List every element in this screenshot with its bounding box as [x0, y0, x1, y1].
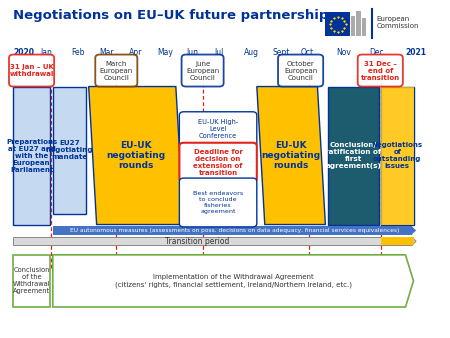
Text: 31 Jan – UK
withdrawal: 31 Jan – UK withdrawal [9, 64, 54, 77]
FancyBboxPatch shape [182, 54, 224, 87]
FancyBboxPatch shape [180, 143, 257, 182]
FancyBboxPatch shape [53, 87, 86, 214]
Text: EU-UK
negotiating
rounds: EU-UK negotiating rounds [261, 141, 321, 170]
Text: Jul: Jul [215, 48, 224, 57]
Text: EU autonomous measures (assessments on poss. decisions on data adequacy, financi: EU autonomous measures (assessments on p… [70, 228, 399, 233]
Polygon shape [53, 255, 414, 307]
Text: Nov: Nov [337, 48, 351, 57]
Text: EU-UK High-
Level
Conference: EU-UK High- Level Conference [198, 119, 238, 140]
Text: Deadline for
decision on
extension of
transition: Deadline for decision on extension of tr… [194, 149, 243, 176]
Text: Conclusion/
ratification of
first
agreement(s): Conclusion/ ratification of first agreem… [325, 142, 382, 169]
Polygon shape [412, 226, 416, 235]
FancyBboxPatch shape [358, 54, 403, 87]
Text: Feb: Feb [71, 48, 85, 57]
Text: October
European
Council: October European Council [284, 61, 317, 80]
FancyBboxPatch shape [356, 11, 361, 36]
Text: Aug: Aug [243, 48, 259, 57]
FancyBboxPatch shape [381, 87, 414, 224]
Text: Best endeavors
to conclude
fisheries
agreement: Best endeavors to conclude fisheries agr… [193, 191, 243, 214]
Text: Implementation of the Withdrawal Agreement
(citizens' rights, financial settleme: Implementation of the Withdrawal Agreeme… [115, 274, 351, 288]
FancyBboxPatch shape [9, 54, 54, 87]
Text: June
European
Council: June European Council [186, 61, 219, 80]
Text: Transition period: Transition period [165, 237, 229, 246]
FancyBboxPatch shape [351, 16, 356, 36]
Text: Sept: Sept [272, 48, 290, 57]
FancyBboxPatch shape [325, 13, 350, 36]
Text: Mar: Mar [100, 48, 114, 57]
FancyBboxPatch shape [180, 112, 257, 147]
Text: Conclusion
of the
Withdrawal
Agreement: Conclusion of the Withdrawal Agreement [13, 267, 50, 294]
FancyBboxPatch shape [381, 237, 414, 245]
FancyBboxPatch shape [53, 226, 412, 235]
Text: Jun: Jun [186, 48, 198, 57]
Text: Preparations
at EU27 and
with the
European
Parliament: Preparations at EU27 and with the Europe… [6, 139, 57, 172]
Text: Apr: Apr [129, 48, 142, 57]
Polygon shape [412, 237, 416, 245]
Text: Negotiations on EU–UK future partnership:: Negotiations on EU–UK future partnership… [14, 9, 334, 22]
Text: Jan: Jan [40, 48, 52, 57]
FancyBboxPatch shape [14, 87, 50, 224]
FancyBboxPatch shape [180, 178, 257, 227]
Text: Oct: Oct [301, 48, 314, 57]
FancyBboxPatch shape [362, 18, 366, 36]
Text: EU-UK
negotiating
rounds: EU-UK negotiating rounds [107, 141, 166, 170]
FancyBboxPatch shape [381, 87, 414, 224]
Text: March
European
Council: March European Council [100, 61, 133, 80]
Text: Dec: Dec [369, 48, 384, 57]
FancyBboxPatch shape [14, 255, 50, 307]
Polygon shape [89, 87, 184, 224]
Text: 2020: 2020 [14, 48, 35, 57]
Text: Negotiations
of
outstanding
issues: Negotiations of outstanding issues [372, 142, 423, 169]
FancyBboxPatch shape [278, 54, 323, 87]
Text: European
Commission: European Commission [376, 16, 419, 29]
FancyBboxPatch shape [95, 54, 137, 87]
FancyBboxPatch shape [328, 87, 379, 224]
Text: May: May [157, 48, 173, 57]
FancyBboxPatch shape [14, 237, 412, 245]
Text: 2021: 2021 [405, 48, 426, 57]
Text: 31 Dec –
end of
transition: 31 Dec – end of transition [361, 61, 400, 80]
Polygon shape [257, 87, 325, 224]
Text: EU27
negotiating
mandate: EU27 negotiating mandate [46, 141, 94, 161]
